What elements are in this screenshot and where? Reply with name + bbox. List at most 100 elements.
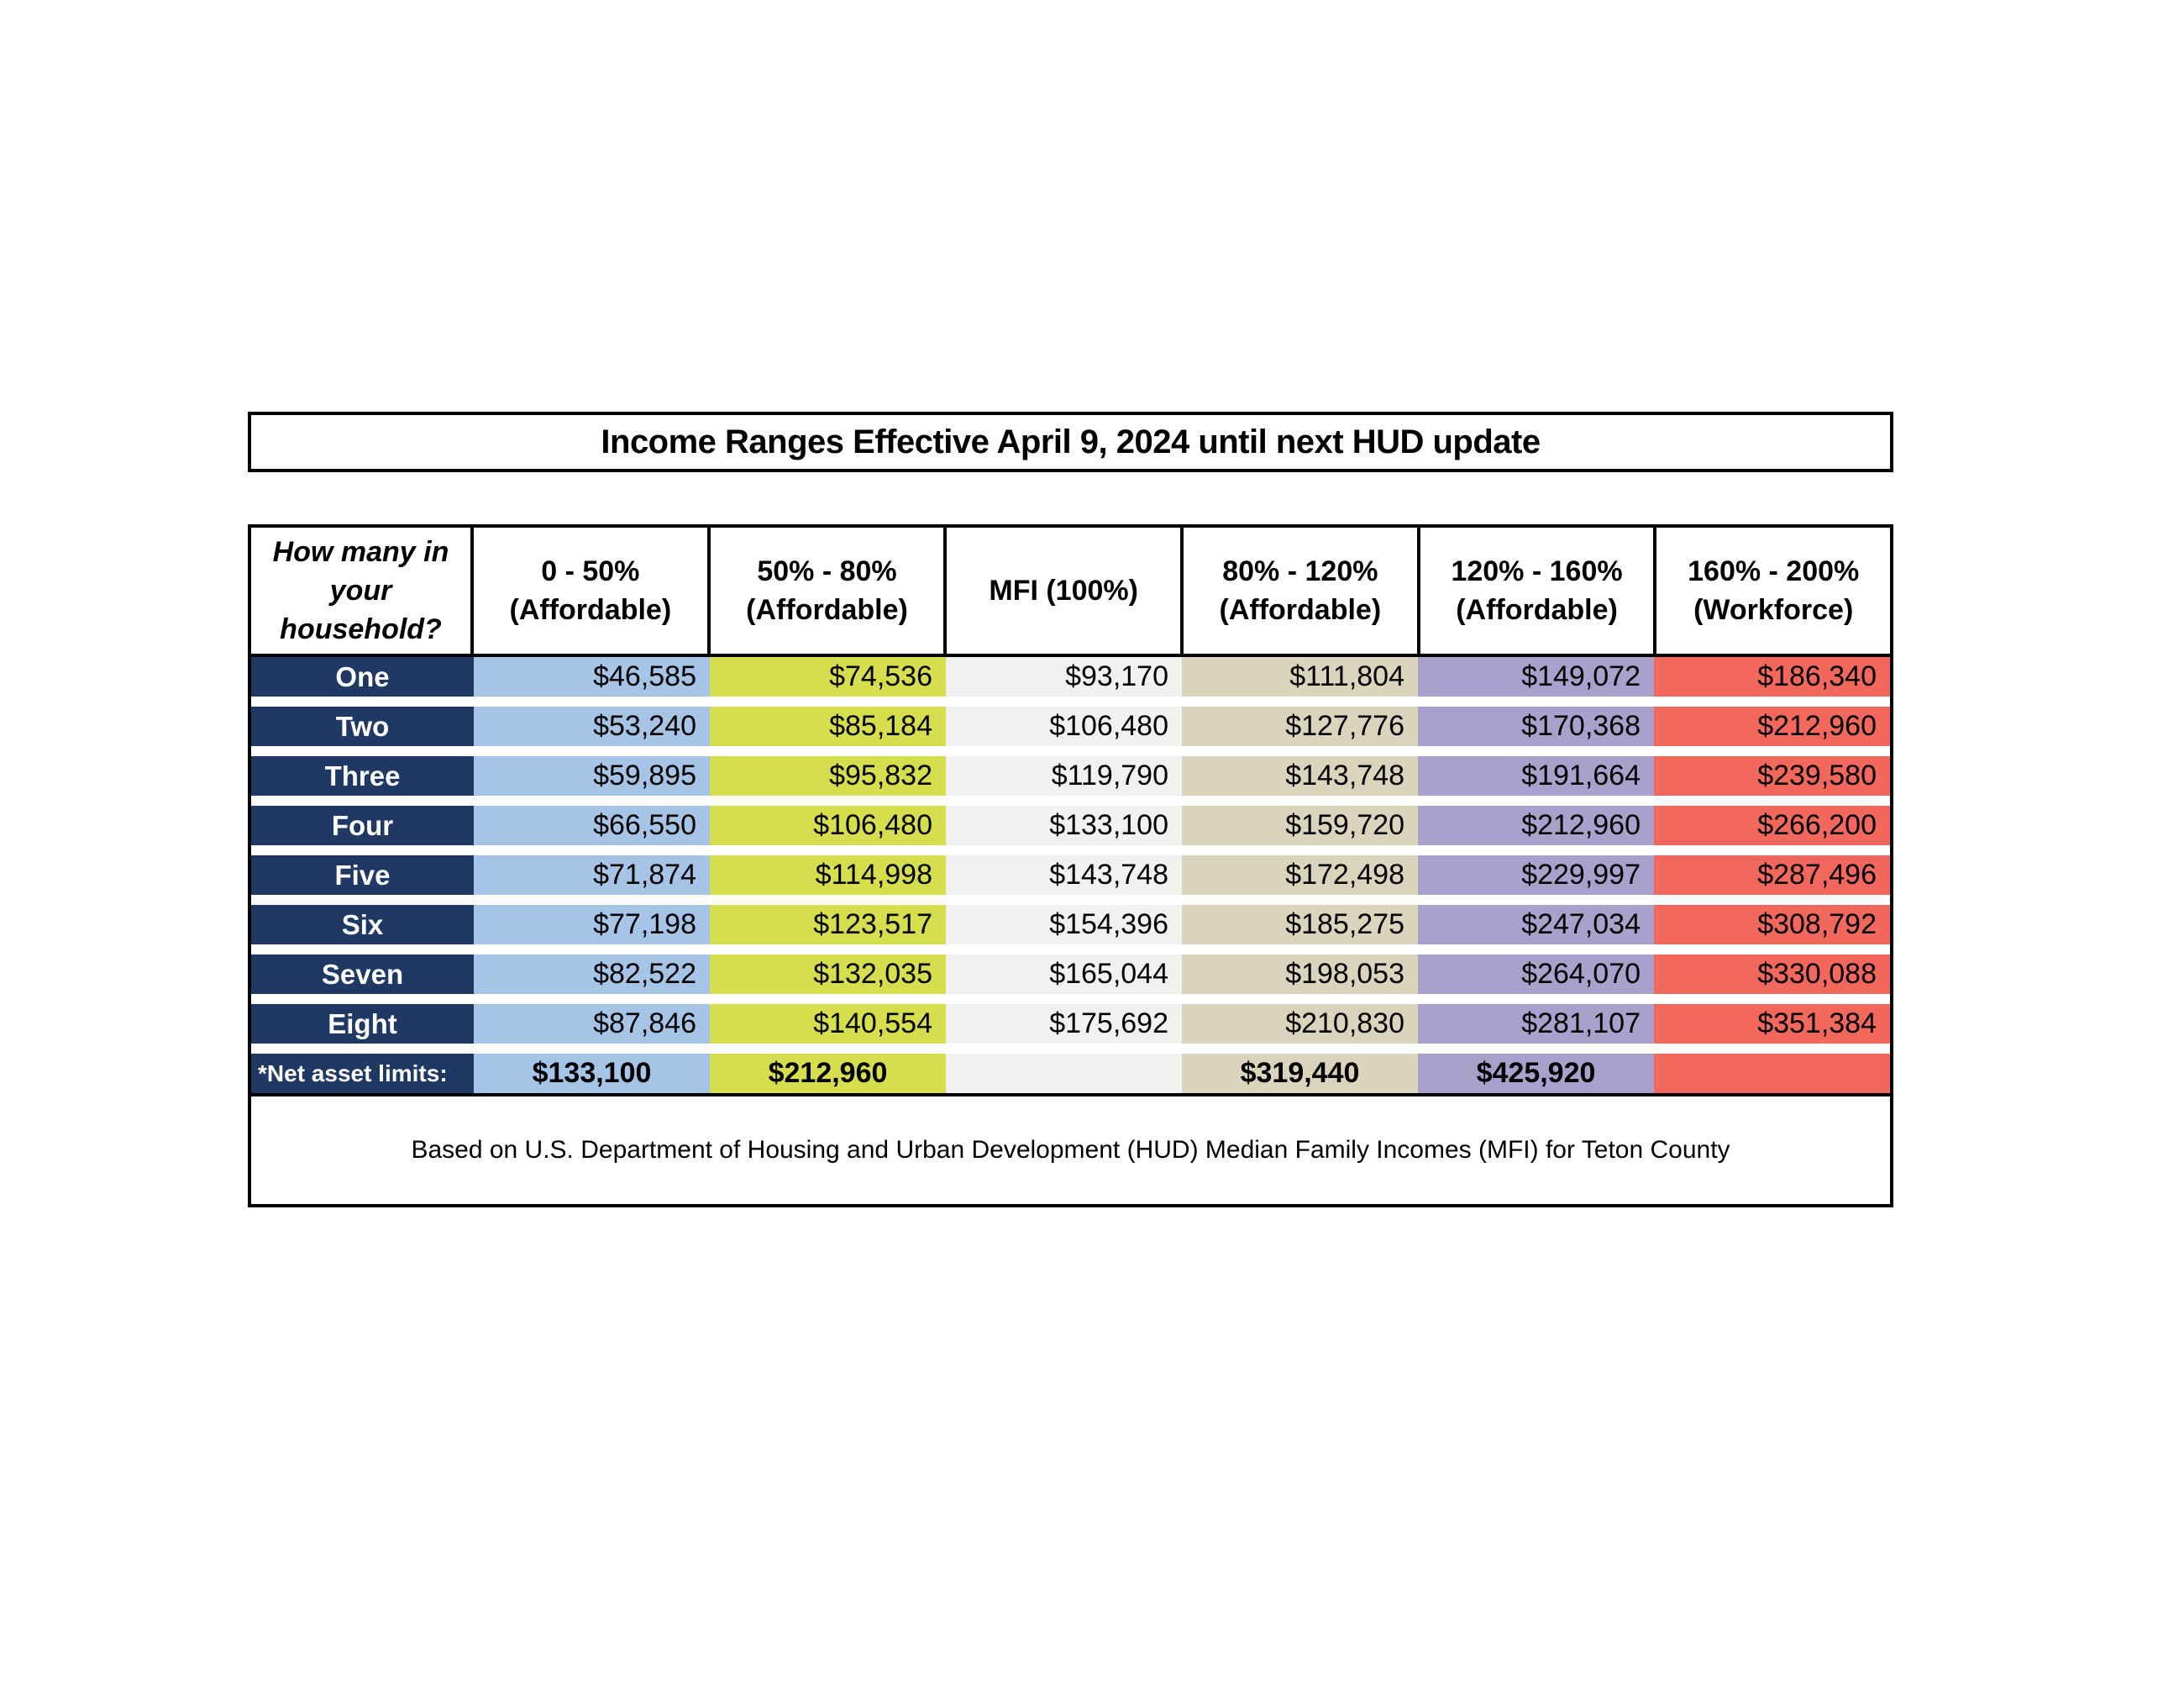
column-header-range: 50% - 80%: [757, 555, 897, 587]
net-asset-limits-label: *Net asset limits:: [251, 1054, 474, 1093]
table-footnote: Based on U.S. Department of Housing and …: [251, 1096, 1890, 1204]
table-row: Six $77,198 $123,517 $154,396 $185,275 $247,0…: [251, 905, 1890, 944]
income-cell: $119,790: [946, 756, 1182, 796]
row-label: Six: [251, 905, 474, 944]
table-row: One $46,585 $74,536 $93,170 $111,804 $149,072…: [251, 657, 1890, 697]
household-header-line: How many in: [272, 536, 449, 568]
income-cell: $198,053: [1182, 954, 1418, 994]
income-cell: [1654, 1054, 1890, 1093]
income-cell: $287,496: [1654, 855, 1890, 895]
row-label: Seven: [251, 954, 474, 994]
income-cell: $74,536: [710, 657, 946, 697]
income-cell: $149,072: [1418, 657, 1654, 697]
income-table: How many in your household? 0 - 50% (Afford…: [248, 524, 1893, 1207]
column-header-range: 80% - 120%: [1222, 555, 1378, 587]
column-header-category: (Workforce): [1693, 594, 1854, 626]
income-cell: $170,368: [1418, 707, 1654, 746]
income-cell: $212,960: [1418, 806, 1654, 845]
income-cell: $87,846: [474, 1004, 710, 1044]
income-cell: $212,960: [1654, 707, 1890, 746]
column-header-category: (Affordable): [1456, 594, 1618, 626]
income-cell: $239,580: [1654, 756, 1890, 796]
page-title: Income Ranges Effective April 9, 2024 un…: [601, 423, 1541, 460]
income-cell: $186,340: [1654, 657, 1890, 697]
table-body: One $46,585 $74,536 $93,170 $111,804 $149,072…: [251, 657, 1890, 1096]
income-cell: $351,384: [1654, 1004, 1890, 1044]
column-header-range: 0 - 50%: [541, 555, 640, 587]
income-cell: $191,664: [1418, 756, 1654, 796]
income-cell: $319,440: [1182, 1054, 1418, 1093]
column-header: 160% - 200% (Workforce): [1656, 528, 1891, 654]
row-label: Three: [251, 756, 474, 796]
income-cell: $281,107: [1418, 1004, 1654, 1044]
column-header-category: (Affordable): [1219, 594, 1382, 626]
income-cell: $330,088: [1654, 954, 1890, 994]
income-cell: $212,960: [710, 1054, 946, 1093]
income-cell: $175,692: [946, 1004, 1182, 1044]
income-cell: $133,100: [946, 806, 1182, 845]
income-cell: $111,804: [1182, 657, 1418, 697]
income-cell: $140,554: [710, 1004, 946, 1044]
income-cell: $165,044: [946, 954, 1182, 994]
row-label: Four: [251, 806, 474, 845]
income-cell: $308,792: [1654, 905, 1890, 944]
income-cell: $85,184: [710, 707, 946, 746]
column-header-category: (Affordable): [746, 594, 908, 626]
income-cell: $93,170: [946, 657, 1182, 697]
row-label: Five: [251, 855, 474, 895]
income-cell: $127,776: [1182, 707, 1418, 746]
income-cell: $133,100: [474, 1054, 710, 1093]
income-cell: $229,997: [1418, 855, 1654, 895]
column-header-range: MFI (100%): [989, 575, 1138, 607]
column-header-category: (Affordable): [509, 594, 672, 626]
income-cell: $425,920: [1418, 1054, 1654, 1093]
income-cell: $143,748: [946, 855, 1182, 895]
row-label: Eight: [251, 1004, 474, 1044]
table-row: Five $71,874 $114,998 $143,748 $172,498 $229,…: [251, 855, 1890, 895]
household-header-line: your: [329, 575, 392, 607]
table-row: Four $66,550 $106,480 $133,100 $159,720 $212,…: [251, 806, 1890, 845]
household-header-line: household?: [280, 613, 442, 645]
column-header-range: 120% - 160%: [1451, 555, 1623, 587]
income-cell: $53,240: [474, 707, 710, 746]
income-cell: $59,895: [474, 756, 710, 796]
income-cell: $71,874: [474, 855, 710, 895]
income-cell: $159,720: [1182, 806, 1418, 845]
income-cell: $46,585: [474, 657, 710, 697]
table-row: Eight $87,846 $140,554 $175,692 $210,830 $281…: [251, 1004, 1890, 1044]
income-cell: $210,830: [1182, 1004, 1418, 1044]
income-cell: $66,550: [474, 806, 710, 845]
income-cell: $172,498: [1182, 855, 1418, 895]
income-cell: $185,275: [1182, 905, 1418, 944]
column-header: 0 - 50% (Affordable): [474, 528, 711, 654]
income-cell: $154,396: [946, 905, 1182, 944]
column-header-range: 160% - 200%: [1688, 555, 1860, 587]
table-header-row: How many in your household? 0 - 50% (Afford…: [251, 528, 1891, 657]
table-row: Three $59,895 $95,832 $119,790 $143,748 $191,…: [251, 756, 1890, 796]
title-box: Income Ranges Effective April 9, 2024 un…: [248, 412, 1893, 472]
income-cell: $77,198: [474, 905, 710, 944]
income-cell: $82,522: [474, 954, 710, 994]
income-ranges-sheet: Income Ranges Effective April 9, 2024 un…: [248, 412, 1893, 1207]
row-label: Two: [251, 707, 474, 746]
income-cell: $106,480: [710, 806, 946, 845]
income-cell: $106,480: [946, 707, 1182, 746]
column-header: 120% - 160% (Affordable): [1420, 528, 1657, 654]
column-header: 50% - 80% (Affordable): [710, 528, 948, 654]
income-cell: $114,998: [710, 855, 946, 895]
income-cell: $266,200: [1654, 806, 1890, 845]
income-cell: $132,035: [710, 954, 946, 994]
income-cell: $247,034: [1418, 905, 1654, 944]
income-cell: $123,517: [710, 905, 946, 944]
column-header: MFI (100%): [947, 528, 1184, 654]
row-label: One: [251, 657, 474, 697]
column-header-household: How many in your household?: [251, 528, 474, 654]
income-cell: $143,748: [1182, 756, 1418, 796]
column-header: 80% - 120% (Affordable): [1184, 528, 1420, 654]
income-cell: [946, 1054, 1182, 1093]
income-cell: $95,832: [710, 756, 946, 796]
income-cell: $264,070: [1418, 954, 1654, 994]
table-row: Seven $82,522 $132,035 $165,044 $198,053 $264…: [251, 954, 1890, 994]
table-row: Two $53,240 $85,184 $106,480 $127,776 $170,36…: [251, 707, 1890, 746]
